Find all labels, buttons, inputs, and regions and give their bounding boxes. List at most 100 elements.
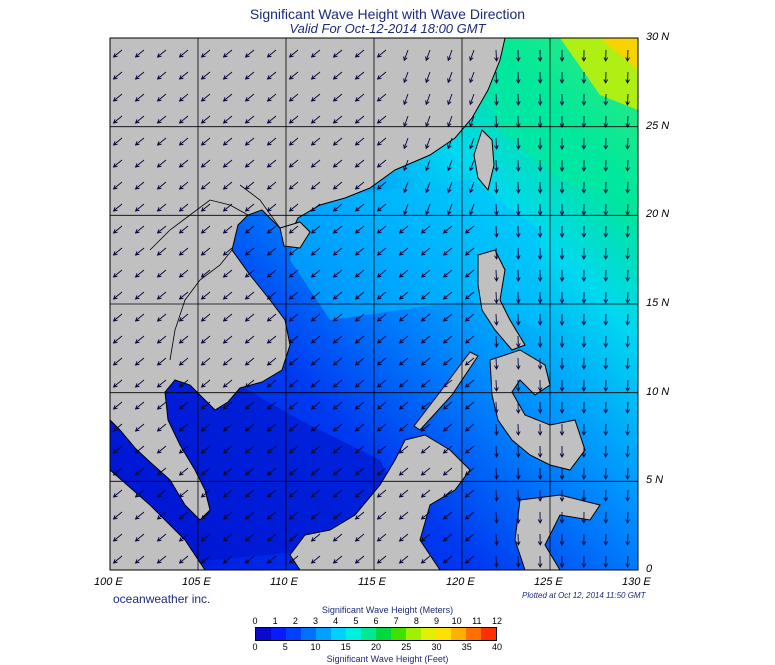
wave-arrow xyxy=(559,93,565,106)
wave-arrow xyxy=(494,533,499,546)
wave-arrow xyxy=(156,533,167,542)
wave-arrow xyxy=(537,159,543,172)
lon-tick-label: 130 E xyxy=(622,576,651,588)
wave-arrow xyxy=(403,203,409,216)
wave-arrow xyxy=(376,401,387,410)
wave-arrow xyxy=(464,401,475,410)
wave-arrow xyxy=(266,181,277,190)
wave-arrow xyxy=(420,511,431,520)
wave-arrow xyxy=(244,335,255,344)
wave-arrow xyxy=(156,357,167,366)
colorbar-swatch xyxy=(421,628,436,640)
wave-arrow xyxy=(332,379,343,388)
wave-arrow xyxy=(581,445,587,458)
wave-arrow xyxy=(134,489,145,498)
wave-arrow xyxy=(244,203,255,212)
wave-arrow xyxy=(515,247,521,260)
wave-arrow xyxy=(200,423,211,432)
wave-arrow xyxy=(581,137,587,150)
wave-arrow xyxy=(332,181,343,190)
wave-arrow xyxy=(537,71,543,84)
wave-arrow xyxy=(625,159,630,172)
wave-arrow xyxy=(112,533,123,542)
wave-arrow xyxy=(332,269,343,278)
wave-arrow xyxy=(222,401,233,410)
wave-arrow xyxy=(156,269,167,278)
wave-arrow xyxy=(178,357,189,366)
wave-arrow xyxy=(537,225,543,238)
colorbar-swatch xyxy=(406,628,421,640)
colorbar-title-feet: Significant Wave Height (Feet) xyxy=(326,654,449,664)
wave-arrow xyxy=(537,533,543,546)
wave-arrow xyxy=(112,445,123,454)
wave-arrow xyxy=(200,533,211,542)
wave-arrow xyxy=(494,401,499,414)
wave-arrow xyxy=(222,423,233,432)
wave-arrow xyxy=(310,445,321,454)
wave-arrow xyxy=(266,49,277,58)
wave-arrow xyxy=(515,555,521,568)
wave-arrow xyxy=(156,225,167,234)
wave-arrow xyxy=(398,533,409,542)
colorbar xyxy=(255,627,497,641)
wave-arrow xyxy=(559,49,565,62)
wave-arrow xyxy=(537,93,543,106)
wave-arrow xyxy=(354,489,365,498)
wave-arrow xyxy=(559,533,565,546)
wave-arrow xyxy=(244,93,255,102)
wave-arrow xyxy=(354,269,365,278)
wave-arrow xyxy=(266,313,277,322)
wave-arrow xyxy=(469,159,475,172)
wave-arrow xyxy=(222,533,233,542)
wave-arrow xyxy=(112,269,123,278)
land-luzon xyxy=(477,249,526,351)
wave-arrow xyxy=(425,93,431,106)
wave-arrow xyxy=(200,291,211,300)
colorbar-swatch xyxy=(361,628,376,640)
wave-arrow xyxy=(515,181,521,194)
low-wave-zone xyxy=(110,370,420,570)
wave-arrow xyxy=(134,203,145,212)
wave-arrow xyxy=(222,511,233,520)
wave-arrow xyxy=(178,137,189,146)
wave-arrow xyxy=(420,489,431,498)
wave-arrow xyxy=(515,71,521,84)
wave-arrow xyxy=(442,379,453,388)
lon-tick-label: 110 E xyxy=(270,576,298,588)
wave-arrow xyxy=(603,533,609,546)
colorbar-swatch xyxy=(481,628,496,640)
wave-arrow xyxy=(288,225,299,234)
wave-arrow xyxy=(447,71,453,84)
wave-arrow xyxy=(559,225,565,238)
wave-arrow xyxy=(288,489,299,498)
wave-arrow xyxy=(442,533,453,542)
wave-arrow xyxy=(244,313,255,322)
wave-arrow xyxy=(244,247,255,256)
wave-arrow xyxy=(494,71,499,84)
wave-arrow xyxy=(469,49,475,62)
wave-arrow xyxy=(200,489,211,498)
wave-arrow xyxy=(420,247,431,256)
wave-arrow xyxy=(310,247,321,256)
wave-arrow xyxy=(156,291,167,300)
wave-arrow xyxy=(625,71,630,84)
wave-arrow xyxy=(134,423,145,432)
wave-arrow xyxy=(403,159,409,172)
wave-arrow xyxy=(398,445,409,454)
wave-arrow xyxy=(469,137,475,150)
wave-arrow xyxy=(603,489,609,502)
wave-arrow xyxy=(581,467,587,480)
wave-arrow xyxy=(178,423,189,432)
wave-arrow xyxy=(625,401,630,414)
lat-tick-label: 20 N xyxy=(646,208,670,221)
wave-arrow xyxy=(625,93,630,106)
wave-arrow xyxy=(464,357,475,366)
wave-arrow xyxy=(398,291,409,300)
wave-arrow xyxy=(494,181,499,194)
wave-arrow xyxy=(244,423,255,432)
wave-arrow xyxy=(403,71,409,84)
wave-arrow xyxy=(420,357,431,366)
wave-arrow xyxy=(603,313,609,326)
wave-arrow xyxy=(464,269,475,278)
wave-arrow xyxy=(134,533,145,542)
